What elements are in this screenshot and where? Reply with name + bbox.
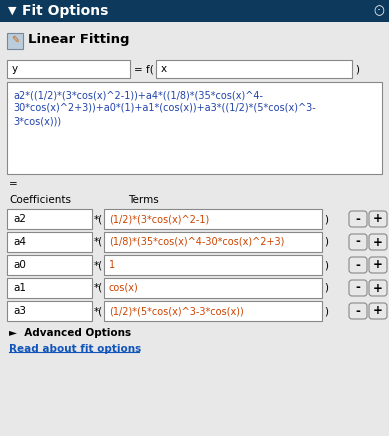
Bar: [104, 209, 322, 229]
Bar: [7, 33, 23, 49]
Text: (1/2)*(3*cos(x)^2-1): (1/2)*(3*cos(x)^2-1): [109, 214, 209, 224]
Text: +: +: [373, 304, 383, 317]
Text: Linear Fitting: Linear Fitting: [28, 34, 130, 47]
Text: ): ): [324, 283, 328, 293]
Text: ): ): [324, 237, 328, 247]
Bar: [7, 209, 92, 229]
FancyBboxPatch shape: [349, 257, 367, 273]
Text: ✎: ✎: [11, 35, 19, 45]
Text: *(: *(: [94, 214, 103, 224]
Text: a1: a1: [13, 283, 26, 293]
FancyBboxPatch shape: [369, 211, 387, 227]
Text: a3: a3: [13, 306, 26, 316]
Bar: [7, 60, 130, 78]
Text: ): ): [355, 64, 359, 74]
Text: *(: *(: [94, 306, 103, 316]
Text: ): ): [324, 214, 328, 224]
Text: ·: ·: [377, 4, 381, 17]
FancyBboxPatch shape: [349, 211, 367, 227]
Bar: [7, 82, 382, 174]
Text: *(: *(: [94, 237, 103, 247]
Text: *(: *(: [94, 260, 103, 270]
Bar: [7, 255, 92, 275]
Bar: [104, 301, 322, 321]
FancyBboxPatch shape: [369, 303, 387, 319]
Text: 3*cos(x))): 3*cos(x))): [13, 116, 61, 126]
Text: +: +: [373, 212, 383, 225]
Text: ): ): [324, 260, 328, 270]
Text: Read about fit options: Read about fit options: [9, 344, 141, 354]
Bar: [7, 278, 92, 298]
Text: a2: a2: [13, 214, 26, 224]
Text: (1/2)*(5*cos(x)^3-3*cos(x)): (1/2)*(5*cos(x)^3-3*cos(x)): [109, 306, 244, 316]
Bar: [7, 232, 92, 252]
Text: -: -: [356, 282, 361, 294]
Bar: [0, 0, 389, 22]
Text: Fit Options: Fit Options: [22, 4, 109, 18]
FancyBboxPatch shape: [369, 280, 387, 296]
Text: ▼: ▼: [8, 6, 16, 16]
FancyBboxPatch shape: [349, 234, 367, 250]
Text: a2*((1/2)*(3*cos(x)^2-1))+a4*((1/8)*(35*cos(x)^4-: a2*((1/2)*(3*cos(x)^2-1))+a4*((1/8)*(35*…: [13, 90, 263, 100]
FancyBboxPatch shape: [349, 280, 367, 296]
Text: x: x: [161, 64, 167, 74]
Text: 30*cos(x)^2+3))+a0*(1)+a1*(cos(x))+a3*((1/2)*(5*cos(x)^3-: 30*cos(x)^2+3))+a0*(1)+a1*(cos(x))+a3*((…: [13, 103, 316, 113]
Bar: [7, 301, 92, 321]
Text: -: -: [356, 259, 361, 272]
Text: +: +: [373, 259, 383, 272]
Text: -: -: [356, 235, 361, 249]
Text: ►  Advanced Options: ► Advanced Options: [9, 328, 131, 338]
Text: y: y: [12, 64, 18, 74]
Text: a4: a4: [13, 237, 26, 247]
Text: Coefficients: Coefficients: [9, 195, 71, 205]
FancyBboxPatch shape: [369, 257, 387, 273]
Text: ): ): [324, 306, 328, 316]
Text: *(: *(: [94, 283, 103, 293]
Text: +: +: [373, 235, 383, 249]
Text: (1/8)*(35*cos(x)^4-30*cos(x)^2+3): (1/8)*(35*cos(x)^4-30*cos(x)^2+3): [109, 237, 284, 247]
Text: Terms: Terms: [128, 195, 159, 205]
Text: a0: a0: [13, 260, 26, 270]
Text: +: +: [373, 282, 383, 294]
Text: 1: 1: [109, 260, 115, 270]
FancyBboxPatch shape: [349, 303, 367, 319]
Text: -: -: [356, 212, 361, 225]
Bar: [104, 232, 322, 252]
Text: = f(: = f(: [134, 64, 154, 74]
Bar: [104, 255, 322, 275]
Text: -: -: [356, 304, 361, 317]
FancyBboxPatch shape: [369, 234, 387, 250]
Text: ○: ○: [373, 4, 384, 17]
Text: cos(x): cos(x): [109, 283, 139, 293]
Bar: [156, 60, 352, 78]
Bar: [104, 278, 322, 298]
Text: =: =: [9, 179, 18, 189]
